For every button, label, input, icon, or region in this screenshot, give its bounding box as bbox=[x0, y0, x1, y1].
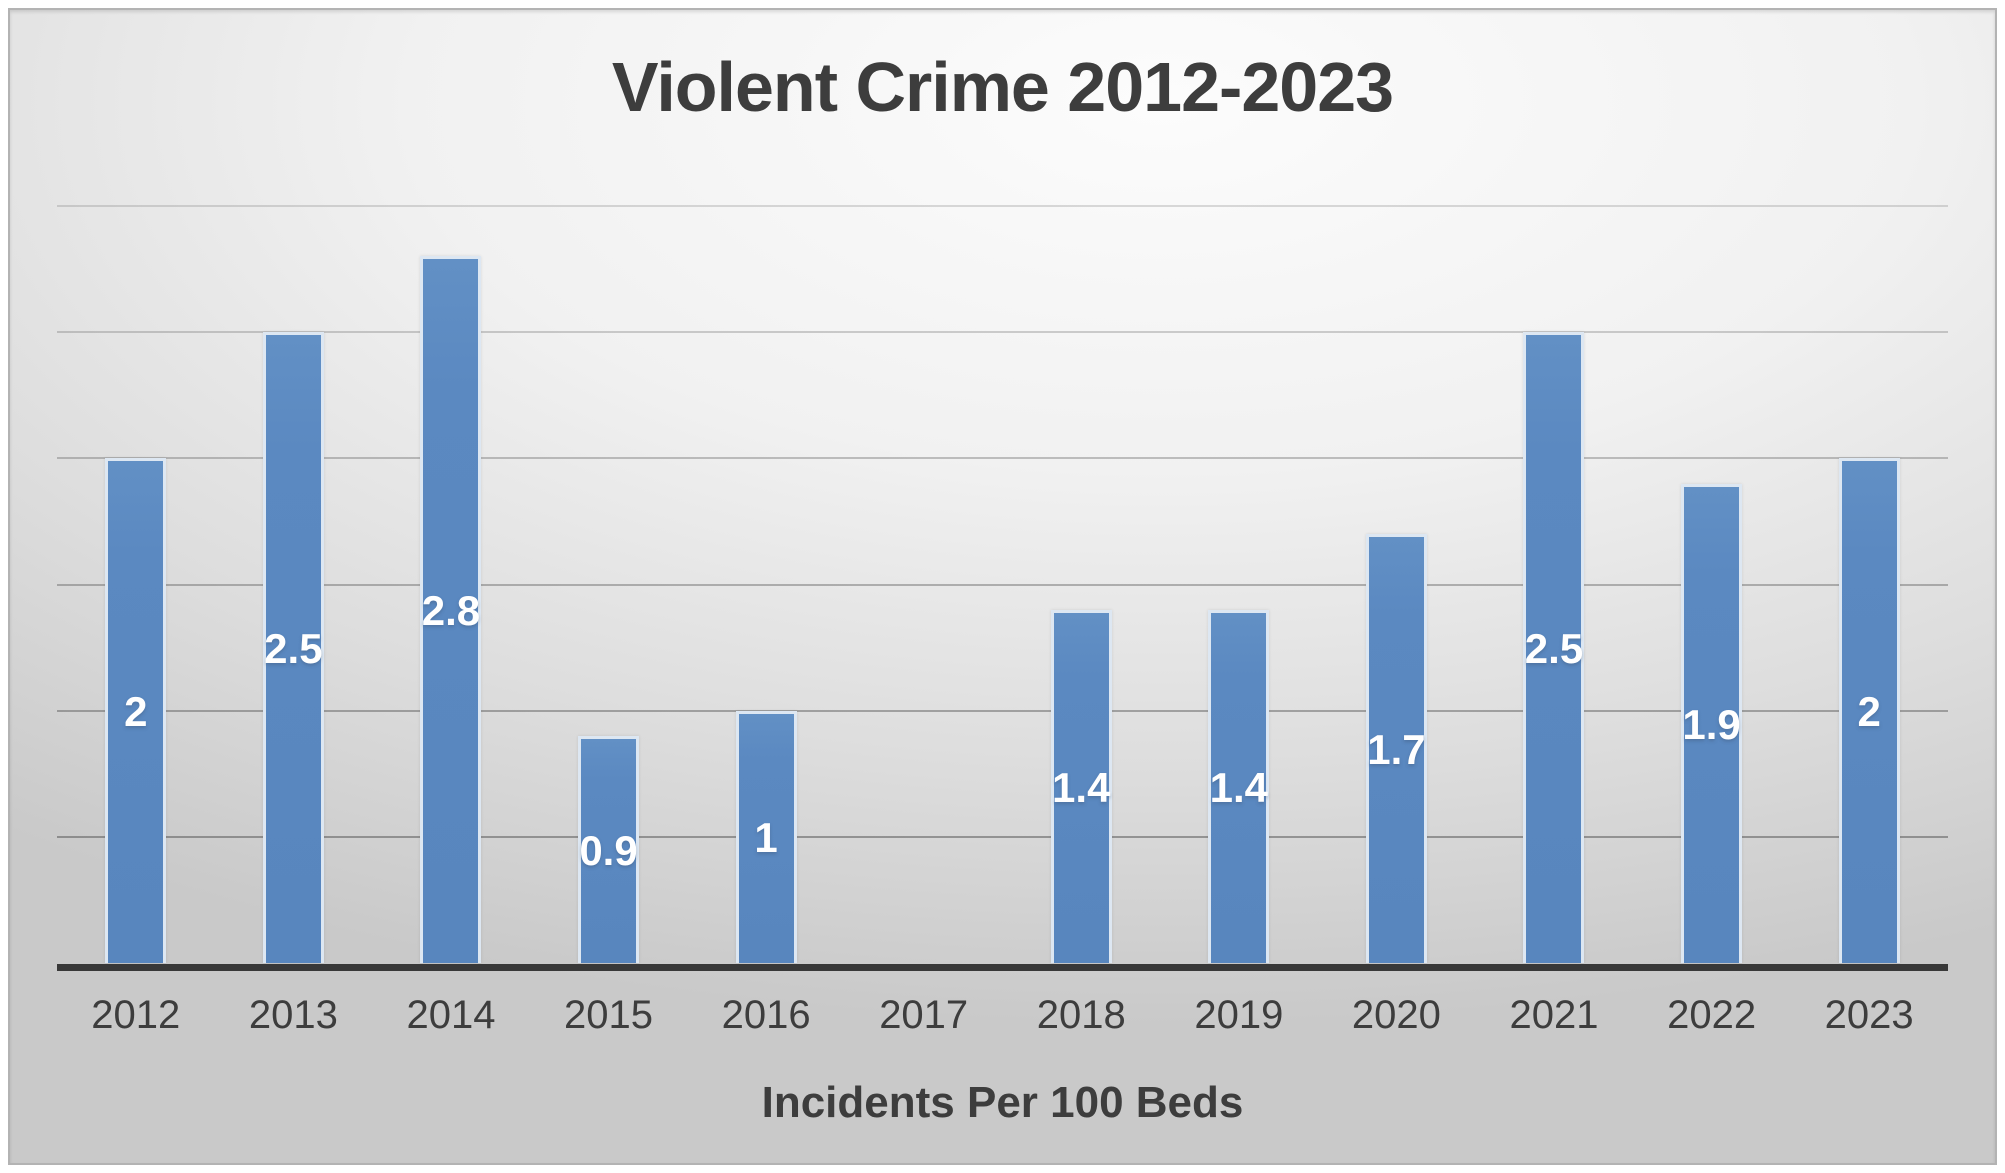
bar-2015: 0.9 bbox=[578, 735, 640, 963]
x-axis-tick-label: 2022 bbox=[1667, 992, 1757, 1037]
x-axis-title: Incidents Per 100 Beds bbox=[761, 1078, 1244, 1127]
bar-slot: 1 bbox=[687, 206, 845, 963]
bar-slot: 1.4 bbox=[1002, 206, 1160, 963]
bar-slot: 2.5 bbox=[215, 206, 373, 963]
bar-2023: 2 bbox=[1838, 458, 1900, 963]
bar-slot: 2 bbox=[57, 206, 215, 963]
x-axis-line bbox=[57, 964, 1948, 971]
bar-slot: 2 bbox=[1790, 206, 1948, 963]
chart-frame: Violent Crime 2012-2023 2 2.5 2.8 0.9 1 1.4 1.… bbox=[8, 8, 1997, 1165]
x-axis-tick-label: 2018 bbox=[1036, 992, 1126, 1037]
x-axis-tick-label: 2019 bbox=[1194, 992, 1284, 1037]
bar-value-label: 2.5 bbox=[264, 625, 323, 673]
bar-slot: 0.9 bbox=[530, 206, 688, 963]
bar-2021: 2.5 bbox=[1523, 332, 1585, 963]
x-axis-tick-label: 2023 bbox=[1824, 992, 1914, 1037]
bar-value-label: 1.4 bbox=[1209, 763, 1269, 811]
plot-area: 2 2.5 2.8 0.9 1 1.4 1.4 1.7 2.5 1.9 2 bbox=[57, 205, 1948, 963]
bar-slot: 2.8 bbox=[372, 206, 530, 963]
bar-value-label: 1.4 bbox=[1052, 763, 1111, 811]
bar-value-label: 1.7 bbox=[1367, 726, 1426, 774]
x-axis-tick-label: 2017 bbox=[879, 992, 969, 1037]
bar-slot: 1.9 bbox=[1633, 206, 1791, 963]
bar-2016: 1 bbox=[735, 710, 797, 963]
bar-slot: 1.4 bbox=[1160, 206, 1318, 963]
bar-2022: 1.9 bbox=[1681, 483, 1743, 963]
bar-slot bbox=[845, 206, 1003, 963]
bar-2013: 2.5 bbox=[262, 332, 324, 963]
bar-2018: 1.4 bbox=[1050, 609, 1112, 963]
bar-2019: 1.4 bbox=[1208, 609, 1270, 963]
x-axis-tick-label: 2021 bbox=[1509, 992, 1599, 1037]
bar-value-label: 2.5 bbox=[1524, 625, 1584, 673]
bar-value-label: 0.9 bbox=[579, 826, 638, 874]
x-axis-tick-label: 2012 bbox=[91, 992, 181, 1037]
bar-value-label: 2.8 bbox=[421, 587, 481, 635]
bar-value-label: 1.9 bbox=[1682, 700, 1741, 748]
x-axis-tick-label: 2014 bbox=[406, 992, 496, 1037]
bar-value-label: 1 bbox=[754, 814, 778, 862]
x-axis-tick-label: 2020 bbox=[1351, 992, 1441, 1037]
bar-2020: 1.7 bbox=[1365, 534, 1427, 963]
chart-title: Violent Crime 2012-2023 bbox=[611, 48, 1394, 126]
x-axis-tick-label: 2016 bbox=[721, 992, 811, 1037]
x-axis-tick-label: 2015 bbox=[564, 992, 654, 1037]
bar-value-label: 2 bbox=[1857, 688, 1881, 736]
bar-value-label: 2 bbox=[124, 688, 148, 736]
x-axis-tick-label: 2013 bbox=[248, 992, 338, 1037]
bar-2012: 2 bbox=[105, 458, 167, 963]
bar-2014: 2.8 bbox=[420, 256, 482, 963]
x-axis-tick-labels: 2012 2013 2014 2015 2016 2017 2018 2019 2020 2021… bbox=[57, 990, 1948, 1040]
bar-slot: 2.5 bbox=[1475, 206, 1633, 963]
bar-slot: 1.7 bbox=[1318, 206, 1476, 963]
